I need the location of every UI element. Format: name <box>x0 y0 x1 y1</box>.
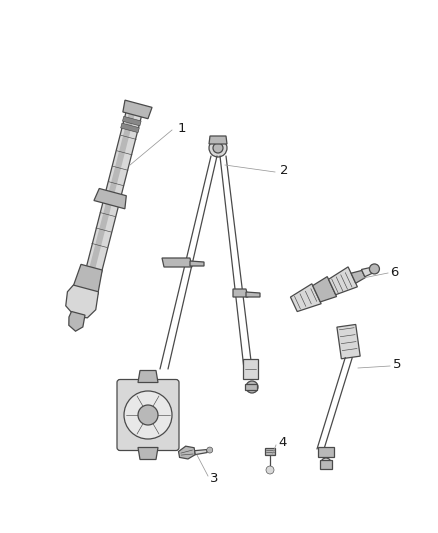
Circle shape <box>213 143 223 153</box>
Circle shape <box>246 381 258 393</box>
Polygon shape <box>337 325 360 359</box>
Polygon shape <box>313 277 336 302</box>
Polygon shape <box>162 258 192 267</box>
Polygon shape <box>94 189 126 209</box>
Polygon shape <box>245 384 257 390</box>
Polygon shape <box>318 447 334 457</box>
Polygon shape <box>120 123 139 133</box>
Circle shape <box>209 139 227 157</box>
Polygon shape <box>84 106 143 280</box>
Circle shape <box>124 391 172 439</box>
Circle shape <box>321 458 331 468</box>
Polygon shape <box>138 448 158 459</box>
Polygon shape <box>138 370 158 383</box>
Polygon shape <box>194 449 207 455</box>
Circle shape <box>369 264 379 274</box>
Polygon shape <box>233 289 248 297</box>
Polygon shape <box>290 284 321 312</box>
Polygon shape <box>88 110 135 276</box>
Text: 1: 1 <box>178 122 187 134</box>
Polygon shape <box>66 285 99 318</box>
Polygon shape <box>351 270 365 283</box>
Text: 4: 4 <box>278 437 286 449</box>
Polygon shape <box>320 460 332 469</box>
Polygon shape <box>265 448 275 455</box>
Polygon shape <box>246 292 260 297</box>
Polygon shape <box>328 267 357 295</box>
Polygon shape <box>179 446 195 459</box>
Polygon shape <box>190 261 204 266</box>
FancyBboxPatch shape <box>117 379 179 450</box>
Polygon shape <box>209 136 227 144</box>
Text: 2: 2 <box>280 164 289 176</box>
Polygon shape <box>123 116 141 126</box>
Text: 3: 3 <box>210 472 219 484</box>
Circle shape <box>207 447 213 453</box>
Polygon shape <box>361 268 373 277</box>
Circle shape <box>138 405 158 425</box>
Polygon shape <box>69 311 85 331</box>
Polygon shape <box>123 100 152 119</box>
Polygon shape <box>243 359 258 379</box>
Circle shape <box>266 466 274 474</box>
Polygon shape <box>73 264 102 295</box>
Text: 5: 5 <box>393 359 402 372</box>
Text: 6: 6 <box>390 265 399 279</box>
